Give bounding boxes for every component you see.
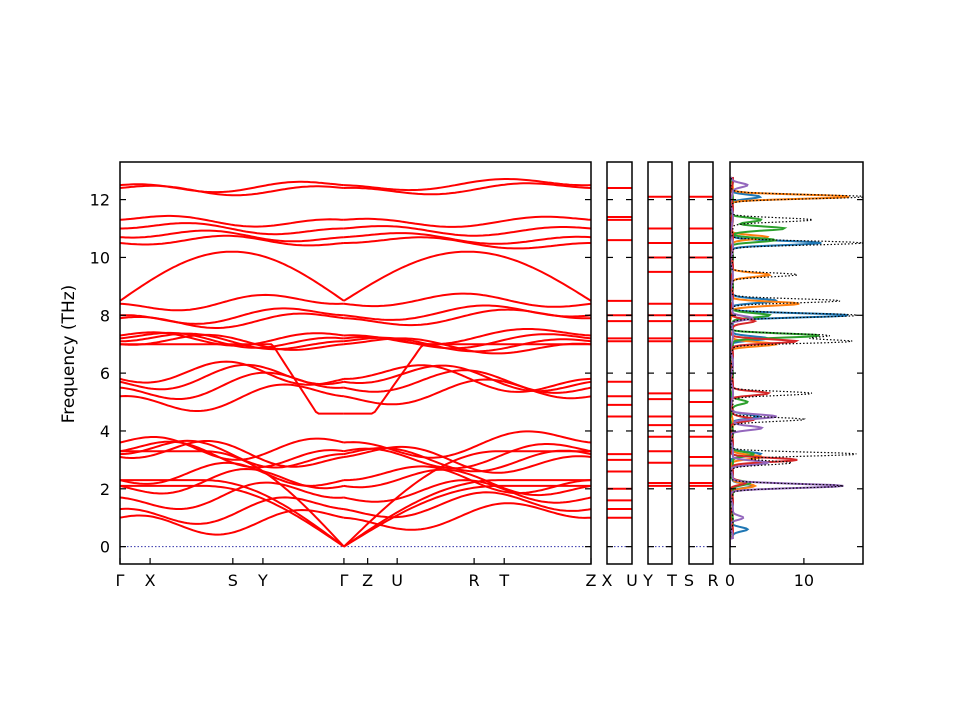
x-tick-label: R	[707, 571, 718, 590]
x-tick-label: U	[391, 571, 403, 590]
panel-frame-2	[647, 161, 673, 565]
band-line	[343, 232, 591, 245]
band-line	[120, 250, 345, 302]
dos-series-line	[730, 176, 863, 547]
x-tick-label: Y	[642, 571, 653, 590]
band-line	[343, 484, 591, 548]
band-line	[343, 468, 591, 497]
y-tick-label: 12	[90, 191, 110, 210]
y-tick-label: 2	[100, 480, 110, 499]
y-tick-label: 4	[100, 422, 110, 441]
band-line	[120, 331, 345, 347]
y-axis-label: Frequency (THz)	[59, 285, 79, 424]
dos-curves	[730, 176, 863, 547]
band-line	[343, 364, 591, 393]
y-tick-label: 0	[100, 538, 110, 557]
panel-frame-3	[688, 161, 714, 565]
band-line	[120, 371, 344, 400]
band-line	[120, 312, 345, 329]
x-tick-label: T	[498, 571, 509, 590]
band-line	[343, 292, 591, 308]
band-line	[343, 304, 591, 321]
band-line	[120, 440, 345, 469]
band-line	[343, 502, 591, 531]
band-line	[343, 343, 591, 415]
x-tick-label: T	[666, 571, 677, 590]
band-line	[120, 229, 344, 243]
band-line	[120, 479, 345, 548]
x-tick-label: Y	[257, 571, 268, 590]
panel-frame-1	[606, 161, 633, 565]
band-line	[120, 333, 345, 351]
band-line	[120, 450, 345, 548]
dos-x-tick-label: 0	[725, 571, 735, 590]
band-line	[343, 178, 591, 192]
band-line	[120, 180, 344, 194]
band-line	[120, 332, 344, 351]
band-line	[120, 293, 344, 312]
x-tick-label: S	[228, 571, 238, 590]
band-line	[120, 222, 344, 236]
x-tick-label: X	[602, 571, 613, 590]
x-tick-label: Γ	[339, 571, 348, 590]
y-tick-label: 10	[90, 248, 110, 267]
band-line	[120, 481, 344, 510]
band-line	[120, 343, 344, 415]
band-line	[120, 307, 344, 325]
band-line	[343, 465, 591, 495]
band-line	[120, 383, 345, 412]
band-line	[120, 440, 345, 468]
band-line	[343, 308, 591, 327]
band-line	[343, 450, 591, 548]
dos-x-tick-label: 10	[794, 571, 814, 590]
band-line	[343, 328, 591, 346]
band-line	[343, 182, 591, 196]
band-line	[120, 360, 345, 386]
y-tick-label: 6	[100, 364, 110, 383]
band-line	[120, 363, 345, 391]
band-line	[343, 491, 591, 519]
band-line	[120, 439, 344, 469]
band-line	[343, 364, 591, 393]
band-line	[343, 215, 591, 228]
band-line	[120, 436, 345, 461]
x-tick-label: Z	[586, 571, 597, 590]
band-line	[120, 214, 344, 228]
x-tick-label: R	[469, 571, 480, 590]
y-tick-label: 8	[100, 306, 110, 325]
band-line	[120, 484, 345, 548]
band-line	[343, 479, 591, 504]
band-line	[120, 508, 345, 536]
band-lines	[120, 178, 591, 548]
x-tick-label: U	[626, 571, 638, 590]
band-line	[120, 234, 345, 247]
x-tick-label: Γ	[116, 571, 125, 590]
x-tick-label: S	[684, 571, 694, 590]
band-line	[343, 430, 591, 459]
band-line	[343, 250, 591, 302]
x-tick-label: X	[145, 571, 156, 590]
panel-frame-4	[729, 161, 864, 565]
band-line	[343, 225, 591, 237]
panel-frame-0	[119, 161, 592, 565]
band-line	[343, 443, 591, 470]
band-line	[343, 479, 591, 548]
band-line	[343, 378, 591, 406]
x-tick-label: Z	[362, 571, 373, 590]
band-line	[120, 496, 345, 525]
